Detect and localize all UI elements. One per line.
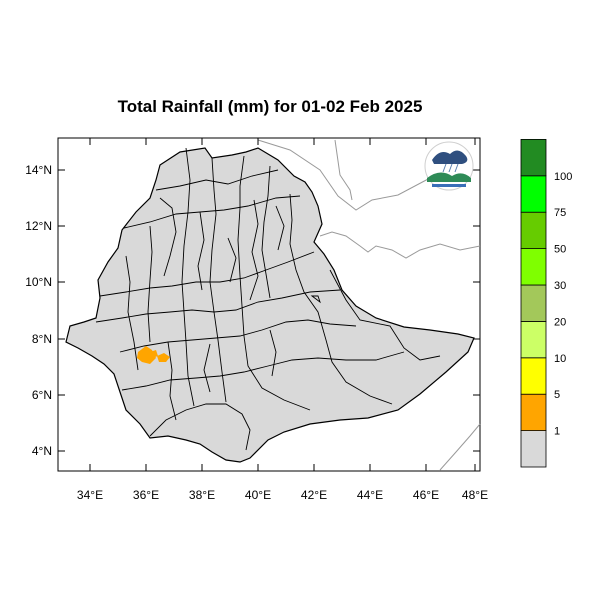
legend-label: 100 (554, 171, 572, 183)
legend-swatch (520, 430, 547, 468)
legend-label: 1 (554, 426, 560, 438)
meteorology-agency-logo (424, 141, 474, 191)
latitude-axis: 14°N 12°N 10°N 8°N 6°N 4°N (25, 163, 480, 458)
lon-tick-label: 48°E (462, 488, 488, 502)
legend-colorbar: 1 5 10 20 30 50 75 100 (520, 138, 572, 468)
legend-label: 5 (554, 389, 560, 401)
longitude-axis: 34°E 36°E 38°E 40°E 42°E 44°E 46°E 48°E (77, 138, 488, 502)
legend-label: 20 (554, 316, 566, 328)
legend-swatch (520, 211, 547, 249)
legend-swatch (520, 284, 547, 322)
ethiopia-outline (65, 147, 475, 463)
neighbor-borders (257, 139, 481, 471)
admin-boundaries (95, 147, 441, 451)
legend-swatch (520, 393, 547, 432)
legend-label: 30 (554, 280, 566, 292)
legend-label: 50 (554, 244, 566, 256)
legend-label: 75 (554, 207, 566, 219)
lon-tick-label: 36°E (133, 488, 159, 502)
rainfall-areas (137, 346, 170, 364)
lon-tick-label: 44°E (357, 488, 383, 502)
lon-tick-label: 42°E (301, 488, 327, 502)
lat-tick-label: 6°N (32, 388, 52, 402)
lon-tick-label: 46°E (413, 488, 439, 502)
lon-tick-label: 40°E (245, 488, 271, 502)
map-title: Total Rainfall (mm) for 01-02 Feb 2025 (118, 97, 423, 116)
lat-tick-label: 4°N (32, 444, 52, 458)
lon-tick-label: 38°E (189, 488, 215, 502)
rainfall-patch-west (137, 346, 156, 364)
legend-swatch (520, 357, 547, 395)
lat-tick-label: 14°N (25, 163, 52, 177)
lat-tick-label: 8°N (32, 332, 52, 346)
lat-tick-label: 10°N (25, 275, 52, 289)
legend-swatch (520, 175, 547, 213)
legend-swatch (520, 138, 547, 177)
legend-swatch (520, 248, 547, 286)
lat-tick-label: 12°N (25, 219, 52, 233)
lon-tick-label: 34°E (77, 488, 103, 502)
rainfall-patch-east (157, 353, 170, 362)
rainfall-patch-mid (150, 350, 158, 358)
legend-label: 10 (554, 353, 566, 365)
legend-swatch (520, 320, 547, 359)
